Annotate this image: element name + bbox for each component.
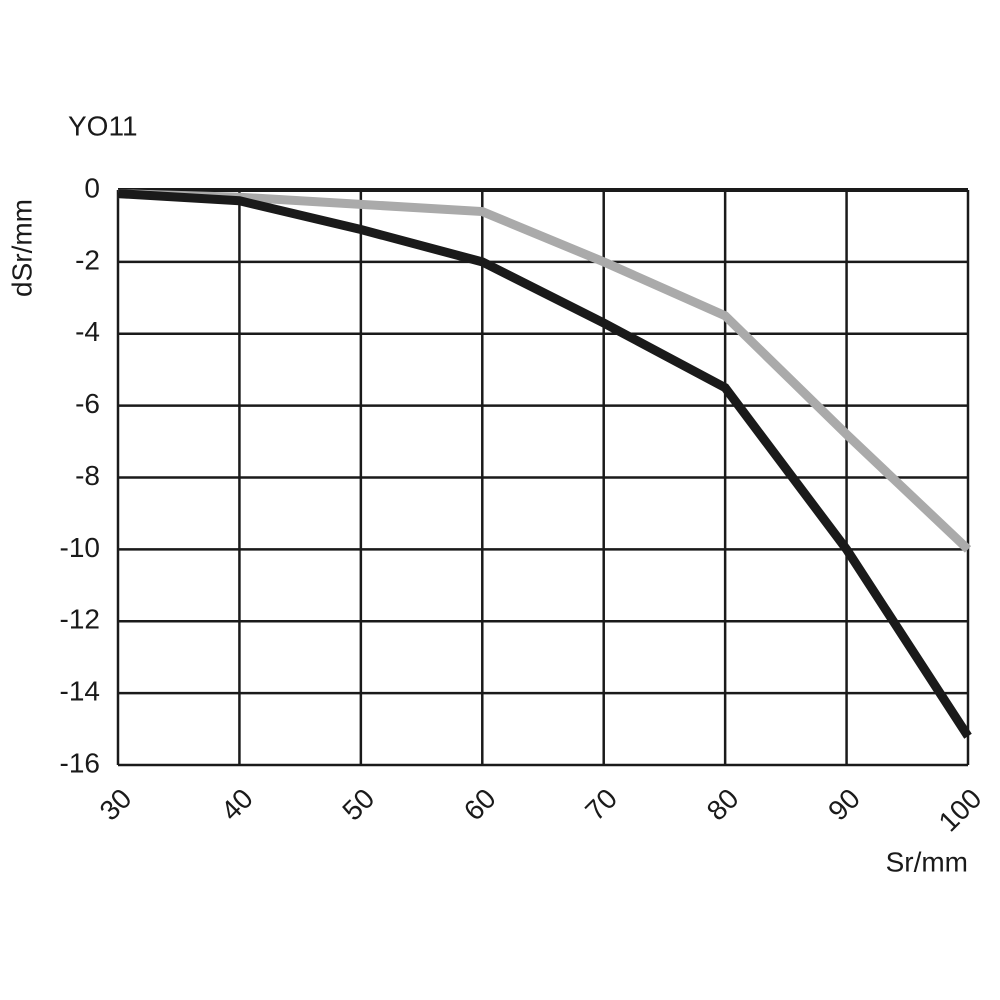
x-tick-label: 60 [458, 783, 502, 827]
y-tick-label: -14 [60, 676, 100, 707]
y-axis-label: dSr/mm [6, 199, 37, 297]
y-tick-label: -16 [60, 747, 100, 778]
x-tick-label: 50 [336, 783, 380, 827]
x-axis-label: Sr/mm [886, 846, 968, 877]
x-tick-label: 100 [933, 783, 988, 838]
data-line [117, 189, 972, 553]
y-tick-label: -6 [75, 388, 100, 419]
x-tick-label: 80 [701, 783, 745, 827]
y-tick-label: -8 [75, 460, 100, 491]
x-tick-label: 90 [822, 783, 866, 827]
y-tick-label: -2 [75, 244, 100, 275]
x-tick-label: 30 [94, 783, 138, 827]
y-tick-label: -4 [75, 316, 100, 347]
x-tick-label: 70 [579, 783, 623, 827]
data-line [117, 189, 972, 739]
y-tick-label: -10 [60, 532, 100, 563]
x-tick-label: 40 [215, 783, 259, 827]
y-tick-label: -12 [60, 604, 100, 635]
y-tick-label: 0 [84, 172, 100, 203]
chart-title: YO11 [68, 110, 138, 141]
